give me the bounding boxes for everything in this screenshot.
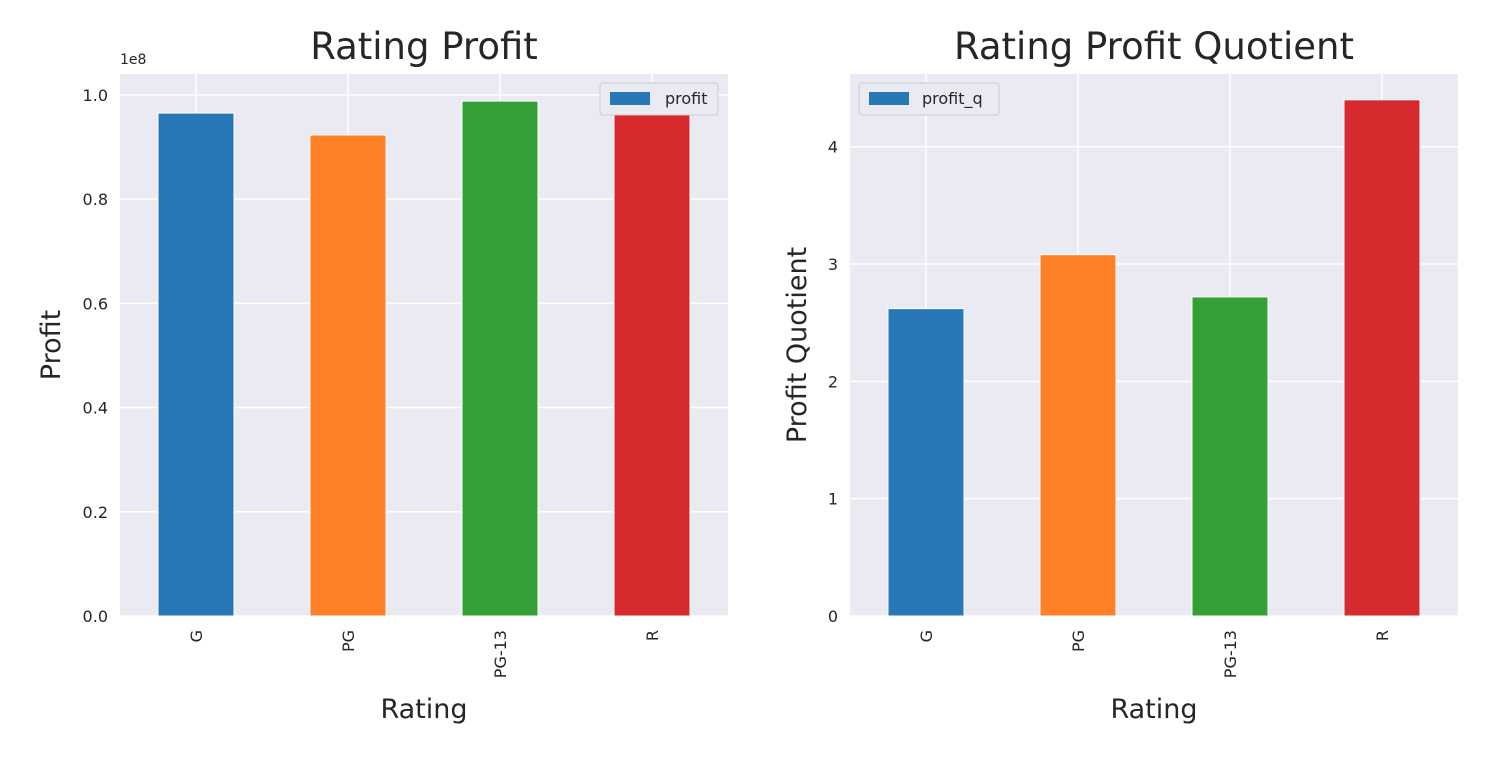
x-tick-label: PG	[339, 630, 358, 652]
y-tick-label: 3	[828, 255, 838, 274]
y-tick-label: 0.0	[83, 607, 108, 626]
x-ticks-profit: G PG PG-13 R	[187, 630, 662, 678]
bar-r	[613, 109, 691, 617]
y-ticks-profit: 0.0 0.2 0.4 0.6 0.8 1.0	[83, 86, 108, 626]
bar-pg-13	[1191, 296, 1269, 617]
y-tick-label: 0.8	[83, 190, 108, 209]
bar-pg	[309, 134, 387, 617]
legend-frame-profit	[599, 82, 719, 116]
legend-swatch-profit-quotient	[869, 92, 909, 105]
y-tick-label: 0.4	[83, 399, 108, 418]
chart-title-profit-quotient: Rating Profit Quotient	[954, 25, 1354, 68]
bar-g	[157, 112, 235, 617]
chart-title-profit: Rating Profit	[310, 25, 538, 68]
legend-label-profit: profit	[665, 89, 708, 108]
legend-swatch-profit	[610, 92, 650, 105]
bar-pg	[1039, 254, 1117, 617]
x-tick-label: G	[187, 630, 206, 642]
y-axis-label-profit-quotient: Profit Quotient	[782, 247, 813, 443]
x-tick-label: G	[917, 630, 936, 642]
y-tick-label: 1.0	[83, 86, 108, 105]
bar-g	[887, 308, 965, 617]
bars-profit-quotient	[887, 99, 1421, 617]
x-tick-label: PG-13	[1221, 630, 1240, 678]
x-ticks-profit-quotient: G PG PG-13 R	[917, 630, 1392, 678]
y-tick-label: 0.6	[83, 294, 108, 313]
legend-profit: profit	[599, 82, 719, 116]
x-axis-label-profit-quotient: Rating	[1110, 694, 1197, 725]
y-tick-label: 0.2	[83, 503, 108, 522]
x-tick-label: PG-13	[491, 630, 510, 678]
bar-pg-13	[461, 100, 539, 617]
y-tick-label: 1	[828, 490, 838, 509]
chart-rating-profit: 0.0 0.2 0.4 0.6 0.8 1.0 G PG PG-13 R Rating Prof…	[36, 25, 728, 725]
bar-r	[1343, 99, 1421, 617]
legend-profit-quotient: profit_q	[858, 82, 1000, 116]
y-offset-label-profit: 1e8	[120, 52, 146, 68]
y-tick-label: 2	[828, 372, 838, 391]
y-axis-label-profit: Profit	[36, 310, 67, 380]
legend-frame-profit-quotient	[858, 82, 1000, 116]
x-tick-label: PG	[1069, 630, 1088, 652]
x-tick-label: R	[643, 630, 662, 641]
y-tick-label: 0	[828, 607, 838, 626]
bars-profit	[157, 100, 691, 617]
x-axis-label-profit: Rating	[380, 694, 467, 725]
chart-rating-profit-quotient: 0 1 2 3 4 G PG PG-13 R Rating Profit Quotient R…	[782, 25, 1458, 725]
x-tick-label: R	[1373, 630, 1392, 641]
y-ticks-profit-quotient: 0 1 2 3 4	[828, 138, 838, 626]
y-tick-label: 4	[828, 138, 838, 157]
legend-label-profit-quotient: profit_q	[922, 89, 983, 109]
